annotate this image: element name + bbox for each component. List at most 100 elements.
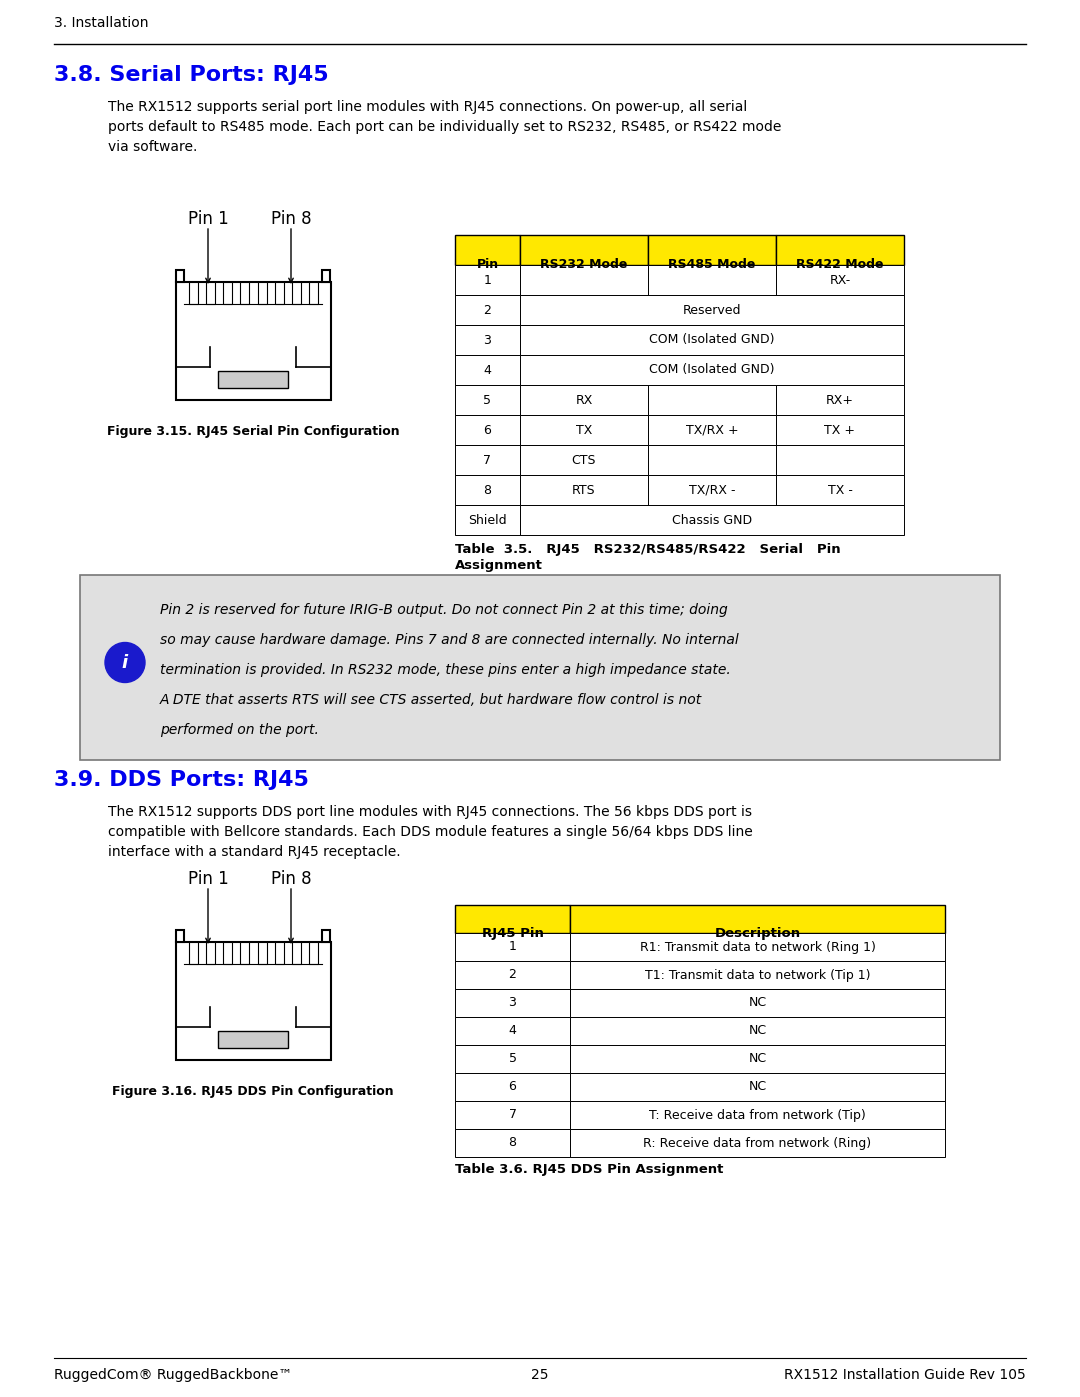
Bar bbox=[455, 386, 519, 415]
Text: Chassis GND: Chassis GND bbox=[672, 514, 752, 527]
Text: TX: TX bbox=[576, 423, 592, 436]
Text: RS232 Mode: RS232 Mode bbox=[540, 258, 627, 271]
Bar bbox=[292, 942, 301, 964]
Text: TX +: TX + bbox=[824, 423, 855, 436]
Text: COM (Isolated GND): COM (Isolated GND) bbox=[649, 334, 774, 346]
Bar bbox=[455, 355, 519, 386]
Text: 4: 4 bbox=[509, 1024, 516, 1038]
Bar bbox=[257, 282, 267, 305]
Bar bbox=[519, 386, 648, 415]
Bar bbox=[206, 282, 215, 305]
Bar bbox=[777, 235, 904, 265]
Bar bbox=[777, 386, 904, 415]
Bar bbox=[80, 576, 1000, 760]
Bar bbox=[224, 942, 232, 964]
Text: Figure 3.16. RJ45 DDS Pin Configuration: Figure 3.16. RJ45 DDS Pin Configuration bbox=[112, 1085, 394, 1098]
Bar bbox=[455, 235, 519, 265]
Text: RX-: RX- bbox=[829, 274, 851, 286]
Text: 8: 8 bbox=[484, 483, 491, 496]
Text: 1: 1 bbox=[509, 940, 516, 954]
Bar bbox=[176, 930, 184, 942]
Text: TX/RX +: TX/RX + bbox=[686, 423, 739, 436]
Bar bbox=[206, 942, 215, 964]
Bar bbox=[570, 905, 945, 933]
Bar bbox=[176, 282, 330, 400]
Bar bbox=[455, 1017, 570, 1045]
Bar bbox=[189, 282, 198, 305]
Text: 3. Installation: 3. Installation bbox=[54, 15, 149, 29]
Text: R1: Transmit data to network (Ring 1): R1: Transmit data to network (Ring 1) bbox=[639, 940, 876, 954]
Bar bbox=[176, 942, 330, 1060]
Bar bbox=[519, 265, 648, 295]
Bar bbox=[455, 1129, 570, 1157]
Bar bbox=[570, 961, 945, 989]
Bar bbox=[519, 446, 648, 475]
Circle shape bbox=[105, 643, 145, 683]
Text: 7: 7 bbox=[484, 454, 491, 467]
Text: A DTE that asserts RTS will see CTS asserted, but hardware flow control is not: A DTE that asserts RTS will see CTS asse… bbox=[160, 693, 702, 707]
Text: 7: 7 bbox=[509, 1108, 516, 1122]
Text: RJ45 Pin: RJ45 Pin bbox=[482, 926, 543, 940]
Text: Table  3.5.   RJ45   RS232/RS485/RS422   Serial   Pin: Table 3.5. RJ45 RS232/RS485/RS422 Serial… bbox=[455, 543, 840, 556]
Bar bbox=[455, 961, 570, 989]
Text: performed on the port.: performed on the port. bbox=[160, 724, 319, 738]
Bar bbox=[274, 282, 284, 305]
Bar bbox=[519, 415, 648, 446]
Bar bbox=[519, 504, 904, 535]
Text: RuggedCom® RuggedBackbone™: RuggedCom® RuggedBackbone™ bbox=[54, 1368, 293, 1382]
Bar bbox=[218, 1031, 288, 1048]
Bar bbox=[455, 905, 570, 933]
Bar bbox=[218, 372, 288, 388]
Text: 4: 4 bbox=[484, 363, 491, 377]
Text: RTS: RTS bbox=[572, 483, 596, 496]
Text: Figure 3.15. RJ45 Serial Pin Configuration: Figure 3.15. RJ45 Serial Pin Configurati… bbox=[107, 425, 400, 439]
Text: NC: NC bbox=[748, 996, 767, 1010]
Text: 6: 6 bbox=[509, 1080, 516, 1094]
Bar bbox=[570, 989, 945, 1017]
Text: RS422 Mode: RS422 Mode bbox=[796, 258, 883, 271]
Bar bbox=[224, 282, 232, 305]
Bar bbox=[519, 475, 648, 504]
Bar bbox=[519, 326, 904, 355]
Bar bbox=[519, 295, 904, 326]
Text: NC: NC bbox=[748, 1080, 767, 1094]
Text: RX: RX bbox=[576, 394, 593, 407]
Bar bbox=[455, 446, 519, 475]
Bar bbox=[292, 282, 301, 305]
Bar bbox=[176, 270, 184, 282]
Text: termination is provided. In RS232 mode, these pins enter a high impedance state.: termination is provided. In RS232 mode, … bbox=[160, 664, 731, 678]
Text: RX+: RX+ bbox=[826, 394, 854, 407]
Bar bbox=[274, 942, 284, 964]
Text: RX1512 Installation Guide Rev 105: RX1512 Installation Guide Rev 105 bbox=[784, 1368, 1026, 1382]
Bar bbox=[570, 1129, 945, 1157]
Text: Pin 8: Pin 8 bbox=[271, 210, 311, 228]
Bar bbox=[570, 1101, 945, 1129]
Text: i: i bbox=[122, 654, 129, 672]
Text: Pin 1: Pin 1 bbox=[188, 210, 228, 228]
Text: 2: 2 bbox=[509, 968, 516, 982]
Text: Reserved: Reserved bbox=[683, 303, 741, 317]
Text: 3.8. Serial Ports: RJ45: 3.8. Serial Ports: RJ45 bbox=[54, 66, 328, 85]
Bar bbox=[777, 265, 904, 295]
Text: 25: 25 bbox=[531, 1368, 549, 1382]
Text: R: Receive data from network (Ring): R: Receive data from network (Ring) bbox=[644, 1137, 872, 1150]
Text: 8: 8 bbox=[509, 1137, 516, 1150]
Bar bbox=[322, 930, 330, 942]
Bar bbox=[455, 326, 519, 355]
Bar bbox=[455, 475, 519, 504]
Bar bbox=[455, 265, 519, 295]
Text: Assignment: Assignment bbox=[455, 559, 543, 571]
Text: NC: NC bbox=[748, 1024, 767, 1038]
Text: The RX1512 supports DDS port line modules with RJ45 connections. The 56 kbps DDS: The RX1512 supports DDS port line module… bbox=[108, 805, 753, 859]
Text: NC: NC bbox=[748, 1052, 767, 1066]
Bar bbox=[570, 1045, 945, 1073]
Bar bbox=[241, 942, 249, 964]
Bar bbox=[648, 475, 777, 504]
Bar bbox=[648, 446, 777, 475]
Text: Table 3.6. RJ45 DDS Pin Assignment: Table 3.6. RJ45 DDS Pin Assignment bbox=[455, 1162, 724, 1176]
Text: Description: Description bbox=[715, 926, 800, 940]
Text: 3.9. DDS Ports: RJ45: 3.9. DDS Ports: RJ45 bbox=[54, 770, 309, 789]
Bar bbox=[455, 1073, 570, 1101]
Bar bbox=[648, 265, 777, 295]
Text: Shield: Shield bbox=[469, 514, 507, 527]
